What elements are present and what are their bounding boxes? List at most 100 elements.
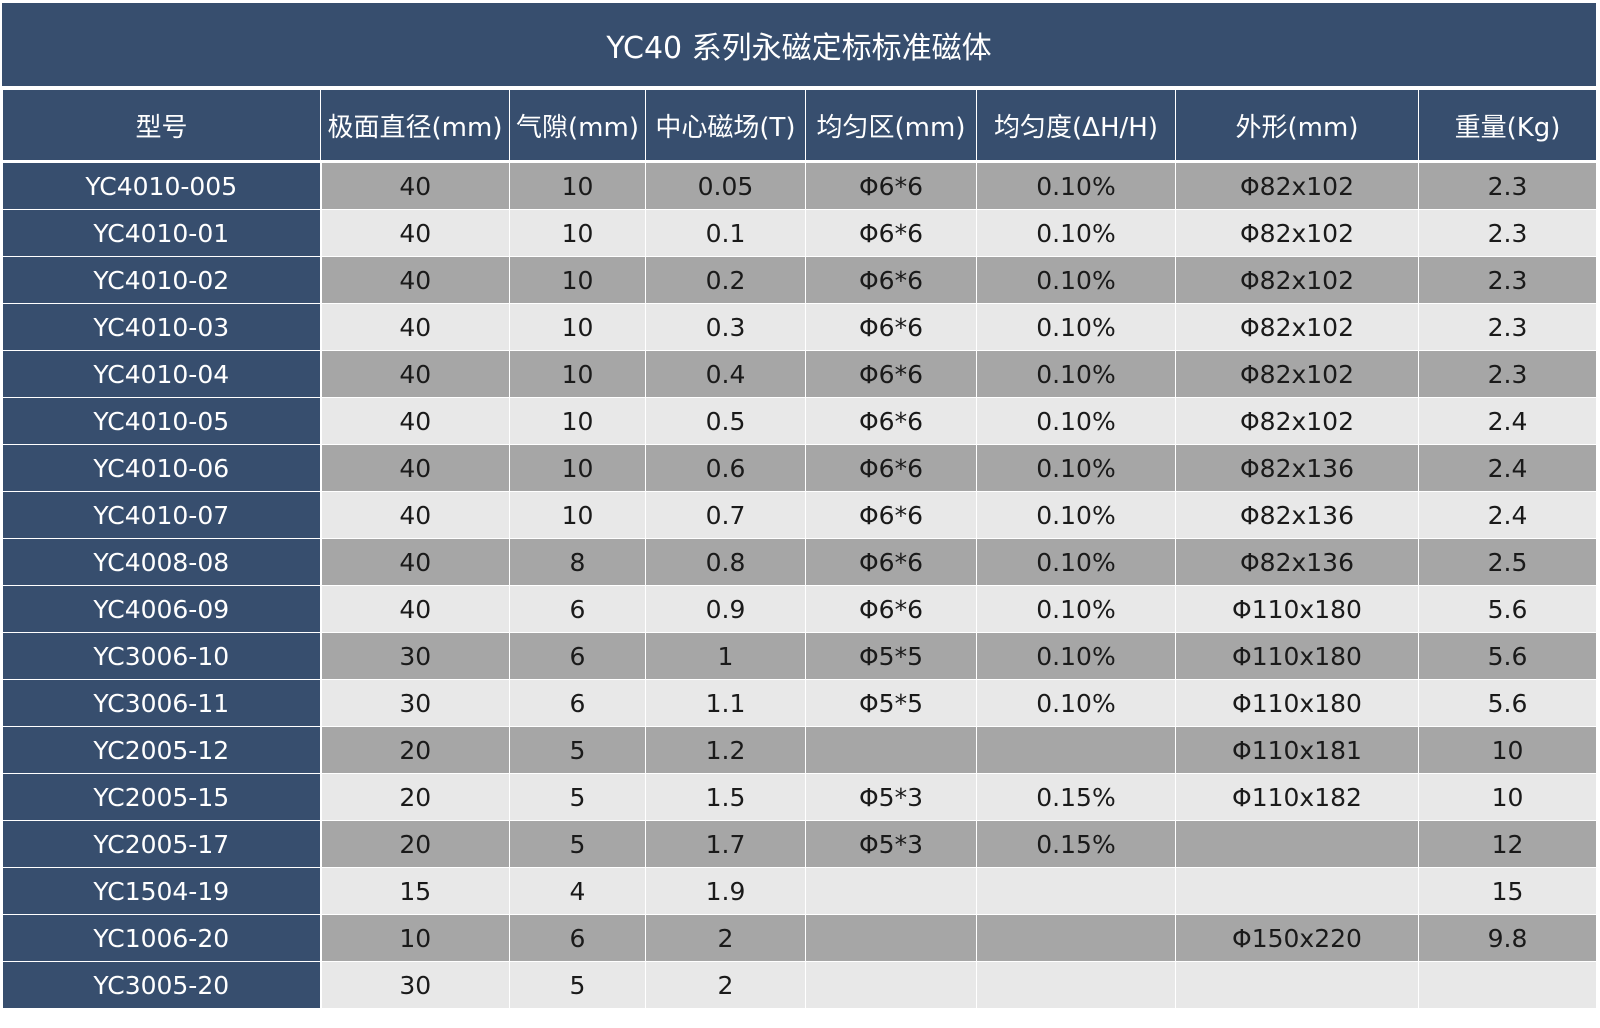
cell-pole-diameter: 40 bbox=[320, 538, 510, 586]
cell-model: YC2005-17 bbox=[2, 820, 322, 868]
spec-sheet: YC40 系列永磁定标标准磁体 型号 极面直径(mm) 气隙(mm) 中心磁场(… bbox=[2, 3, 1597, 1009]
cell-weight: 15 bbox=[1418, 867, 1597, 915]
cell-air-gap: 6 bbox=[509, 632, 646, 680]
cell-uniformity: 0.10% bbox=[976, 256, 1176, 304]
cell-pole-diameter: 40 bbox=[320, 397, 510, 445]
cell-dimensions: Φ150x220 bbox=[1175, 914, 1419, 962]
cell-center-field: 0.8 bbox=[645, 538, 806, 586]
cell-center-field: 0.1 bbox=[645, 209, 806, 257]
header-row: 型号 极面直径(mm) 气隙(mm) 中心磁场(T) 均匀区(mm) 均匀度(Δ… bbox=[2, 89, 1597, 163]
cell-pole-diameter: 40 bbox=[320, 303, 510, 351]
cell-pole-diameter: 10 bbox=[320, 914, 510, 962]
cell-weight: 5.6 bbox=[1418, 679, 1597, 727]
cell-uniformity bbox=[976, 726, 1176, 774]
cell-uniform-zone: Φ5*3 bbox=[805, 820, 977, 868]
header-uniform-zone: 均匀区(mm) bbox=[805, 89, 977, 163]
cell-dimensions: Φ82x102 bbox=[1175, 161, 1419, 210]
cell-uniformity: 0.10% bbox=[976, 397, 1176, 445]
cell-dimensions: Φ82x102 bbox=[1175, 256, 1419, 304]
cell-center-field: 0.9 bbox=[645, 585, 806, 633]
cell-center-field: 2 bbox=[645, 914, 806, 962]
table-row: YC4010-07 40 10 0.7 Φ6*6 0.10% Φ82x136 2.4 bbox=[2, 491, 1597, 539]
cell-uniform-zone: Φ5*5 bbox=[805, 679, 977, 727]
cell-weight: 10 bbox=[1418, 726, 1597, 774]
cell-uniform-zone: Φ6*6 bbox=[805, 161, 977, 210]
cell-dimensions bbox=[1175, 867, 1419, 915]
cell-weight: 12 bbox=[1418, 820, 1597, 868]
cell-weight: 2.4 bbox=[1418, 397, 1597, 445]
cell-uniformity bbox=[976, 867, 1176, 915]
cell-uniformity: 0.10% bbox=[976, 209, 1176, 257]
cell-dimensions bbox=[1175, 961, 1419, 1009]
cell-center-field: 2 bbox=[645, 961, 806, 1009]
cell-model: YC4010-06 bbox=[2, 444, 322, 492]
cell-air-gap: 5 bbox=[509, 773, 646, 821]
cell-uniform-zone: Φ6*6 bbox=[805, 303, 977, 351]
cell-uniform-zone: Φ6*6 bbox=[805, 538, 977, 586]
cell-dimensions: Φ82x102 bbox=[1175, 350, 1419, 398]
header-uniformity: 均匀度(ΔH/H) bbox=[976, 89, 1176, 163]
cell-model: YC4008-08 bbox=[2, 538, 322, 586]
cell-pole-diameter: 40 bbox=[320, 585, 510, 633]
cell-center-field: 1.9 bbox=[645, 867, 806, 915]
cell-air-gap: 10 bbox=[509, 350, 646, 398]
cell-air-gap: 4 bbox=[509, 867, 646, 915]
header-pole-diameter: 极面直径(mm) bbox=[320, 89, 510, 163]
cell-weight: 5.6 bbox=[1418, 632, 1597, 680]
cell-dimensions: Φ110x180 bbox=[1175, 632, 1419, 680]
cell-model: YC4010-03 bbox=[2, 303, 322, 351]
cell-uniform-zone bbox=[805, 867, 977, 915]
cell-air-gap: 10 bbox=[509, 161, 646, 210]
cell-pole-diameter: 30 bbox=[320, 679, 510, 727]
cell-weight: 2.4 bbox=[1418, 491, 1597, 539]
cell-uniform-zone bbox=[805, 961, 977, 1009]
table-row: YC4010-04 40 10 0.4 Φ6*6 0.10% Φ82x102 2.3 bbox=[2, 350, 1597, 398]
cell-model: YC4006-09 bbox=[2, 585, 322, 633]
cell-weight: 2.4 bbox=[1418, 444, 1597, 492]
cell-center-field: 0.3 bbox=[645, 303, 806, 351]
cell-pole-diameter: 40 bbox=[320, 350, 510, 398]
cell-center-field: 0.6 bbox=[645, 444, 806, 492]
table-row: YC4006-09 40 6 0.9 Φ6*6 0.10% Φ110x180 5.6 bbox=[2, 585, 1597, 633]
cell-dimensions: Φ110x182 bbox=[1175, 773, 1419, 821]
cell-uniformity: 0.10% bbox=[976, 538, 1176, 586]
cell-center-field: 1.5 bbox=[645, 773, 806, 821]
cell-uniform-zone: Φ6*6 bbox=[805, 397, 977, 445]
cell-uniform-zone bbox=[805, 914, 977, 962]
cell-uniformity: 0.10% bbox=[976, 350, 1176, 398]
cell-dimensions: Φ110x181 bbox=[1175, 726, 1419, 774]
cell-air-gap: 10 bbox=[509, 444, 646, 492]
cell-model: YC4010-01 bbox=[2, 209, 322, 257]
table-row: YC1006-20 10 6 2 Φ150x220 9.8 bbox=[2, 914, 1597, 962]
table-row: YC4010-01 40 10 0.1 Φ6*6 0.10% Φ82x102 2.3 bbox=[2, 209, 1597, 257]
header-weight: 重量(Kg) bbox=[1418, 89, 1597, 163]
cell-model: YC4010-07 bbox=[2, 491, 322, 539]
table-row: YC1504-19 15 4 1.9 15 bbox=[2, 867, 1597, 915]
cell-weight: 2.3 bbox=[1418, 161, 1597, 210]
cell-uniform-zone bbox=[805, 726, 977, 774]
cell-model: YC4010-005 bbox=[2, 161, 322, 210]
table-row: YC2005-17 20 5 1.7 Φ5*3 0.15% 12 bbox=[2, 820, 1597, 868]
cell-pole-diameter: 40 bbox=[320, 444, 510, 492]
cell-model: YC1504-19 bbox=[2, 867, 322, 915]
table-row: YC3006-11 30 6 1.1 Φ5*5 0.10% Φ110x180 5.6 bbox=[2, 679, 1597, 727]
cell-weight bbox=[1418, 961, 1597, 1009]
cell-center-field: 1.7 bbox=[645, 820, 806, 868]
table-title: YC40 系列永磁定标标准磁体 bbox=[2, 3, 1596, 89]
cell-air-gap: 6 bbox=[509, 914, 646, 962]
cell-weight: 2.3 bbox=[1418, 303, 1597, 351]
cell-pole-diameter: 40 bbox=[320, 256, 510, 304]
table-row: YC4008-08 40 8 0.8 Φ6*6 0.10% Φ82x136 2.5 bbox=[2, 538, 1597, 586]
cell-dimensions: Φ82x136 bbox=[1175, 491, 1419, 539]
cell-center-field: 0.2 bbox=[645, 256, 806, 304]
cell-weight: 2.3 bbox=[1418, 350, 1597, 398]
cell-air-gap: 10 bbox=[509, 491, 646, 539]
cell-model: YC2005-15 bbox=[2, 773, 322, 821]
cell-uniformity: 0.10% bbox=[976, 585, 1176, 633]
cell-uniform-zone: Φ6*6 bbox=[805, 444, 977, 492]
cell-pole-diameter: 15 bbox=[320, 867, 510, 915]
cell-center-field: 0.7 bbox=[645, 491, 806, 539]
header-center-field: 中心磁场(T) bbox=[645, 89, 806, 163]
cell-model: YC4010-05 bbox=[2, 397, 322, 445]
cell-uniform-zone: Φ5*3 bbox=[805, 773, 977, 821]
